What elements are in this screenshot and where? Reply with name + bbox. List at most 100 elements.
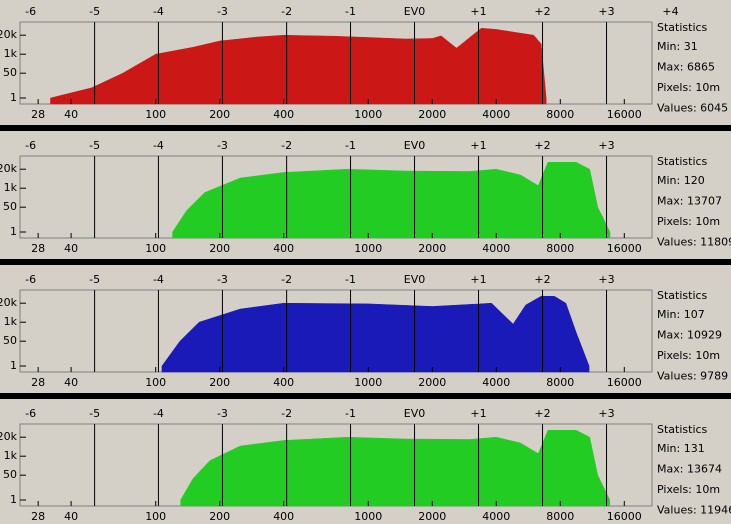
ev-tick-label: -3	[217, 139, 228, 152]
y-tick-label: 1k	[4, 449, 18, 462]
x-tick-label: 8000	[546, 108, 574, 121]
ev-tick-label: +3	[598, 139, 614, 152]
ev-tick-label: -3	[217, 5, 228, 18]
x-tick-label: 28	[31, 376, 45, 389]
y-tick-label: 50	[3, 200, 17, 213]
ev-tick-label: -5	[89, 139, 100, 152]
stats-line: Max: 6865	[657, 61, 715, 74]
stats-line: Values: 11946	[657, 504, 731, 517]
y-tick-label: 50	[3, 66, 17, 79]
stats-line: Min: 31	[657, 40, 698, 53]
ev-tick-label: -3	[217, 407, 228, 420]
y-tick-label: 1	[10, 359, 17, 372]
x-tick-label: 16000	[607, 376, 642, 389]
y-tick-label: 50	[3, 468, 17, 481]
ev-tick-label: +1	[470, 273, 486, 286]
stats-line: Min: 107	[657, 308, 705, 321]
x-tick-label: 40	[64, 108, 78, 121]
stats-line: Values: 6045	[657, 102, 728, 115]
x-tick-label: 28	[31, 242, 45, 255]
x-tick-label: 2000	[418, 242, 446, 255]
stats-title: Statistics	[657, 155, 708, 168]
ev-tick-label: +2	[534, 407, 550, 420]
ev-tick-label: +2	[534, 273, 550, 286]
ev-tick-label: -6	[25, 273, 36, 286]
x-tick-label: 4000	[482, 242, 510, 255]
x-tick-label: 200	[209, 242, 230, 255]
y-tick-label: 1	[10, 493, 17, 506]
x-tick-label: 8000	[546, 510, 574, 523]
ev-tick-label: -2	[281, 407, 292, 420]
y-tick-label: 1k	[4, 181, 18, 194]
stats-line: Pixels: 10m	[657, 81, 720, 94]
x-tick-label: 200	[209, 376, 230, 389]
y-tick-label: 20k	[0, 28, 18, 41]
ev-tick-label: +2	[534, 5, 550, 18]
ev-tick-label: -1	[345, 407, 356, 420]
x-tick-label: 1000	[354, 242, 382, 255]
x-tick-label: 2000	[418, 108, 446, 121]
y-tick-label: 50	[3, 334, 17, 347]
x-tick-label: 400	[273, 510, 294, 523]
stats-line: Min: 131	[657, 442, 705, 455]
x-tick-label: 2000	[418, 376, 446, 389]
ev-tick-label: -5	[89, 5, 100, 18]
x-tick-label: 200	[209, 510, 230, 523]
ev-tick-label: -2	[281, 5, 292, 18]
x-tick-label: 100	[145, 376, 166, 389]
x-tick-label: 400	[273, 242, 294, 255]
separator	[0, 259, 731, 265]
stats-line: Values: 9789	[657, 370, 728, 383]
x-tick-label: 100	[145, 108, 166, 121]
y-tick-label: 1k	[4, 315, 18, 328]
ev-tick-label: -3	[217, 273, 228, 286]
ev-tick-label: -1	[345, 139, 356, 152]
y-tick-label: 1	[10, 225, 17, 238]
ev-tick-label: -6	[25, 139, 36, 152]
y-tick-label: 1	[10, 91, 17, 104]
x-tick-label: 28	[31, 510, 45, 523]
ev-tick-label: -5	[89, 273, 100, 286]
ev-tick-label: -1	[345, 5, 356, 18]
ev-tick-label: -2	[281, 139, 292, 152]
histogram-area	[180, 429, 611, 507]
ev-tick-label: EV0	[404, 139, 425, 152]
stats-line: Max: 13707	[657, 195, 722, 208]
stats-line: Pixels: 10m	[657, 349, 720, 362]
x-tick-label: 2000	[418, 510, 446, 523]
y-tick-label: 20k	[0, 296, 18, 309]
ev-tick-label: -5	[89, 407, 100, 420]
ev-tick-label: -1	[345, 273, 356, 286]
stats-line: Pixels: 10m	[657, 215, 720, 228]
histogram-area	[172, 161, 611, 239]
ev-tick-label: +2	[534, 139, 550, 152]
ev-tick-label: +3	[598, 5, 614, 18]
x-tick-label: 16000	[607, 242, 642, 255]
stats-line: Min: 120	[657, 174, 705, 187]
ev-tick-label: -4	[153, 273, 164, 286]
x-tick-label: 8000	[546, 376, 574, 389]
x-tick-label: 16000	[607, 510, 642, 523]
stats-title: Statistics	[657, 423, 708, 436]
stats-title: Statistics	[657, 21, 708, 34]
ev-tick-label: -6	[25, 407, 36, 420]
stats-line: Values: 11809	[657, 236, 731, 249]
x-tick-label: 100	[145, 242, 166, 255]
ev-tick-label: +1	[470, 5, 486, 18]
ev-tick-label: +3	[598, 273, 614, 286]
ev-tick-label: -4	[153, 407, 164, 420]
x-tick-label: 28	[31, 108, 45, 121]
stats-line: Max: 13674	[657, 463, 722, 476]
x-tick-label: 4000	[482, 510, 510, 523]
x-tick-label: 40	[64, 376, 78, 389]
ev-tick-label: -4	[153, 139, 164, 152]
stats-title: Statistics	[657, 289, 708, 302]
ev-tick-label: +3	[598, 407, 614, 420]
ev-tick-label: -6	[25, 5, 36, 18]
separator	[0, 393, 731, 399]
x-tick-label: 1000	[354, 510, 382, 523]
x-tick-label: 1000	[354, 376, 382, 389]
x-tick-label: 100	[145, 510, 166, 523]
y-tick-label: 1k	[4, 47, 18, 60]
